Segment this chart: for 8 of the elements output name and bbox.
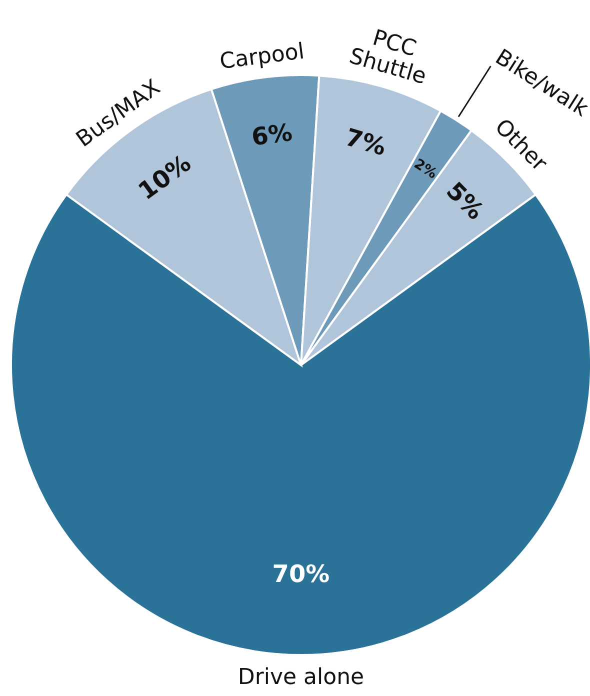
data-label: 7%	[342, 123, 390, 162]
data-label: 5%	[440, 176, 490, 226]
slice-label: PCC Shuttle	[346, 26, 429, 90]
slice-label: Drive alone	[238, 665, 364, 690]
data-label: 2%	[410, 156, 440, 182]
data-label: 6%	[250, 118, 294, 152]
slice-label: Carpool	[218, 39, 306, 75]
data-label: 70%	[272, 560, 330, 588]
